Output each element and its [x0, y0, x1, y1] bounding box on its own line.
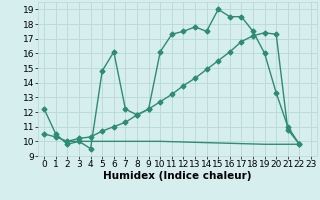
X-axis label: Humidex (Indice chaleur): Humidex (Indice chaleur) — [103, 171, 252, 181]
